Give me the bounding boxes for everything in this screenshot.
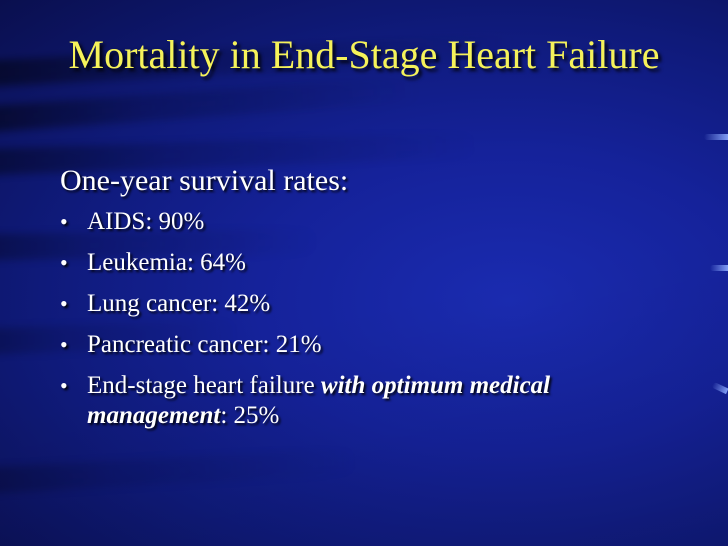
- list-item: • Leukemia: 64%: [60, 248, 680, 278]
- slide-body: One-year survival rates: • AIDS: 90% • L…: [60, 163, 680, 431]
- list-item-text: Leukemia: 64%: [87, 249, 246, 276]
- bullet-marker: •: [60, 332, 68, 357]
- bullet-marker: •: [60, 373, 68, 398]
- list-item-emphasis: management: [87, 402, 221, 429]
- list-item: • AIDS: 90%: [60, 207, 680, 237]
- list-item-text: Pancreatic cancer: 21%: [87, 331, 322, 358]
- survival-rates-list: • AIDS: 90% • Leukemia: 64% • Lung cance…: [60, 207, 680, 431]
- list-item-emphasis: with optimum medical: [320, 372, 551, 399]
- background-swoosh: [0, 75, 420, 134]
- bullet-marker: •: [60, 291, 68, 316]
- list-item: • Lung cancer: 42%: [60, 289, 680, 319]
- slide-title: Mortality in End-Stage Heart Failure: [68, 32, 660, 77]
- edge-highlight: [711, 381, 728, 395]
- list-item: • End-stage heart failure with optimum m…: [60, 371, 680, 431]
- survival-rates-heading: One-year survival rates:: [60, 164, 349, 197]
- bullet-marker: •: [60, 250, 68, 275]
- list-item-text: AIDS: 90%: [87, 208, 205, 235]
- edge-highlight: [704, 134, 728, 140]
- list-item-text-suffix: : 25%: [220, 402, 280, 429]
- bullet-marker: •: [60, 209, 68, 234]
- background-swoosh: [0, 448, 361, 496]
- list-item-text: Lung cancer: 42%: [87, 290, 271, 317]
- list-item: • Pancreatic cancer: 21%: [60, 330, 680, 360]
- list-item-text-prefix: End-stage heart failure: [87, 372, 321, 399]
- edge-highlight: [710, 265, 728, 271]
